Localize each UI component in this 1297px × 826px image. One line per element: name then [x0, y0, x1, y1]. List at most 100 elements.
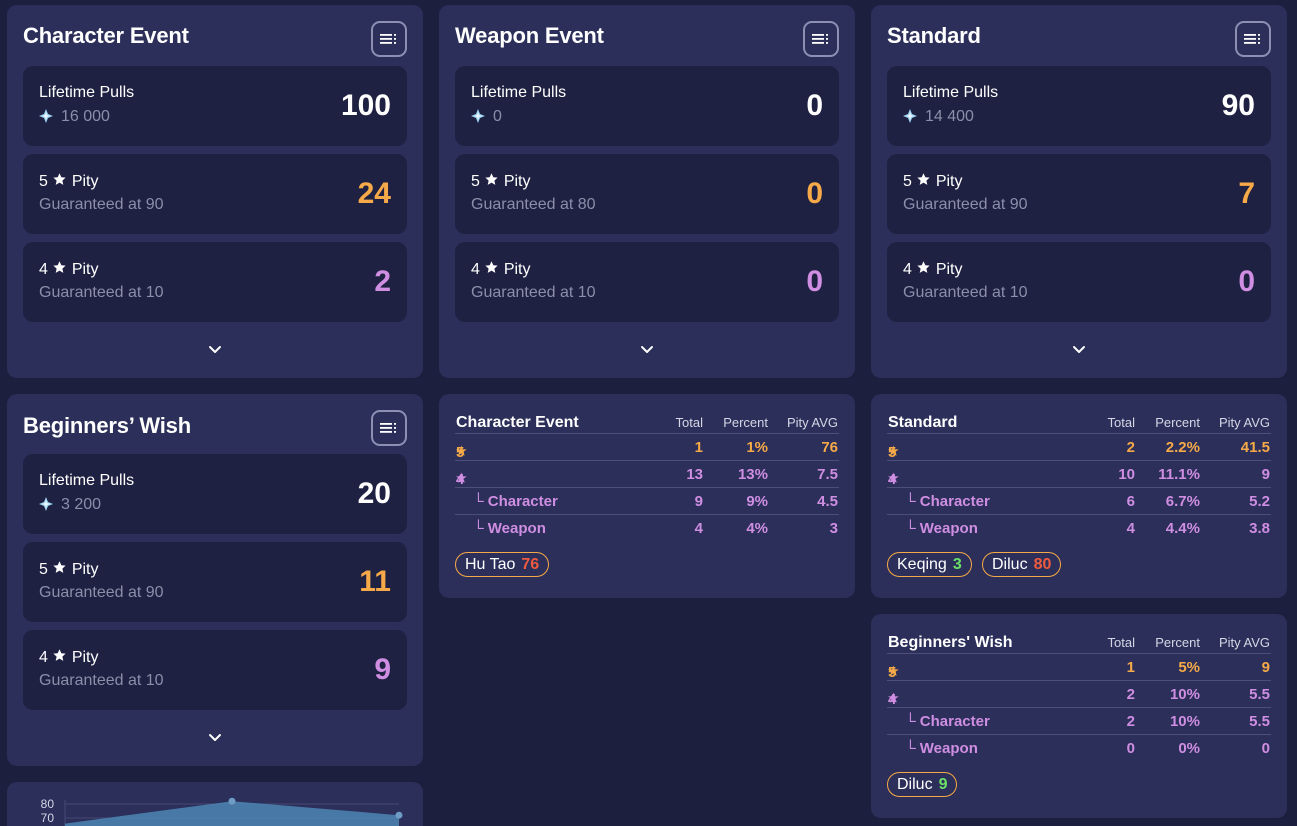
- col-percent: Percent: [1155, 635, 1200, 650]
- five-star-guarantee: Guaranteed at 90: [903, 196, 1028, 213]
- row-pity: 5.5: [1249, 713, 1270, 730]
- stats-title: Beginners' Wish: [888, 634, 1013, 651]
- y-tick-label: 70: [41, 811, 55, 825]
- chevron-down-icon[interactable]: [207, 345, 223, 355]
- row-percent: 1%: [746, 439, 768, 456]
- chevron-down-icon[interactable]: [207, 733, 223, 743]
- lifetime-pulls-value: 20: [357, 477, 391, 510]
- row-label: └ Weapon: [905, 520, 978, 537]
- row-total: 4: [1126, 520, 1135, 537]
- row-label: └ Character: [473, 493, 558, 510]
- chevron-down-icon[interactable]: [1071, 345, 1087, 355]
- five-star-pity-label: 5 Pity: [39, 561, 99, 578]
- stats-title: Standard: [888, 414, 958, 431]
- five-star-pity-label: 5 Pity: [471, 173, 531, 190]
- banner-menu-button[interactable]: [371, 21, 407, 57]
- row-pity: 9: [1261, 659, 1270, 676]
- list-icon: [812, 34, 828, 44]
- five-star-pity-value: 11: [359, 565, 391, 598]
- row-label: └ Weapon: [905, 740, 978, 757]
- row-percent: 9%: [746, 493, 768, 510]
- stats-table: Standard Total Percent Pity AVG 5 ★ 2 2.…: [887, 410, 1271, 542]
- row-total: 2: [1126, 439, 1135, 456]
- primogem-icon: [471, 109, 485, 123]
- row-total: 1: [694, 439, 703, 456]
- row-pity: 3: [829, 520, 838, 537]
- row-pity: 5.2: [1249, 493, 1270, 510]
- table-row: └ Weapon 4 4.4% 3.8: [887, 515, 1271, 542]
- banner-title: Standard: [887, 23, 981, 48]
- chevron-down-icon[interactable]: [639, 345, 655, 355]
- five-star-pull-pill[interactable]: Keqing 3: [887, 552, 972, 577]
- five-star-pull-pill[interactable]: Hu Tao 76: [455, 552, 550, 577]
- stats-header: Standard Total Percent Pity AVG: [887, 410, 1271, 434]
- five-star-pull-pill[interactable]: Diluc 9: [887, 772, 958, 797]
- row-percent: 4.4%: [1165, 520, 1200, 537]
- table-row: 4 ★ 10 11.1% 9: [887, 461, 1271, 488]
- col-total: Total: [1107, 635, 1135, 650]
- five-star-guarantee: Guaranteed at 90: [39, 196, 164, 213]
- table-row: └ Character 9 9% 4.5: [455, 488, 839, 515]
- row-total: 13: [686, 466, 703, 483]
- banner-menu-button[interactable]: [803, 21, 839, 57]
- lifetime-pulls-row: Lifetime Pulls 3 200 20: [23, 454, 407, 534]
- table-row: └ Weapon 4 4% 3: [455, 515, 839, 542]
- pity-chart-card: 80 70: [7, 782, 423, 826]
- data-point[interactable]: [395, 811, 403, 819]
- five-star-pity-value: 7: [1238, 177, 1255, 210]
- lifetime-pulls-value: 100: [340, 89, 391, 122]
- banner-card-beginners-wish: Beginners’ Wish Lifetime Pulls 3 200 20 …: [7, 394, 423, 766]
- stats-card-character-event: Character Event Total Percent Pity AVG 5…: [439, 394, 855, 598]
- primogem-icon: [39, 497, 53, 511]
- four-star-pity-label: 4 Pity: [903, 261, 963, 278]
- star-icon: [53, 261, 66, 273]
- banner-menu-button[interactable]: [371, 410, 407, 446]
- four-star-pity-value: 0: [1238, 265, 1255, 298]
- lifetime-pulls-row: Lifetime Pulls 14 400 90: [887, 66, 1271, 146]
- five-star-pity-label: 5 Pity: [39, 173, 99, 190]
- five-star-pity-value: 24: [357, 177, 391, 210]
- row-pity: 76: [821, 439, 838, 456]
- row-pity: 3.8: [1249, 520, 1270, 537]
- col-pity-avg: Pity AVG: [1218, 415, 1270, 430]
- stats-header: Beginners' Wish Total Percent Pity AVG: [887, 630, 1271, 654]
- row-percent: 5%: [1178, 659, 1200, 676]
- four-star-guarantee: Guaranteed at 10: [903, 284, 1028, 301]
- star-icon: [485, 261, 498, 273]
- row-pity: 0: [1261, 740, 1270, 757]
- star-icon: [53, 173, 66, 185]
- col-total: Total: [1107, 415, 1135, 430]
- lifetime-pulls-label: Lifetime Pulls: [903, 84, 999, 101]
- table-row: └ Character 2 10% 5.5: [887, 708, 1271, 735]
- banner-title: Beginners’ Wish: [23, 413, 191, 438]
- row-total: 10: [1118, 466, 1135, 483]
- row-percent: 4%: [746, 520, 768, 537]
- five-star-pull-pill[interactable]: Diluc 80: [982, 552, 1062, 577]
- row-label: └ Character: [905, 713, 990, 730]
- five-star-pity-row: 5 Pity Guaranteed at 90 11: [23, 542, 407, 622]
- four-star-pity-value: 2: [374, 265, 391, 298]
- row-total: 2: [1126, 686, 1135, 703]
- five-star-guarantee: Guaranteed at 80: [471, 196, 596, 213]
- primogem-count: 0: [471, 108, 502, 126]
- banner-card-weapon-event: Weapon Event Lifetime Pulls 0 0 5 Pity G…: [439, 5, 855, 378]
- five-star-pity-value: 0: [806, 177, 823, 210]
- table-row: 5 ★ 1 1% 76: [455, 434, 839, 461]
- primogem-value: 3 200: [61, 496, 102, 513]
- star-icon: [53, 649, 66, 661]
- five-star-pity-label: 5 Pity: [903, 173, 963, 190]
- four-star-guarantee: Guaranteed at 10: [471, 284, 596, 301]
- row-total: 0: [1126, 740, 1135, 757]
- star-icon: [917, 261, 930, 273]
- row-pity: 9: [1261, 466, 1270, 483]
- stats-table: Beginners' Wish Total Percent Pity AVG 5…: [887, 630, 1271, 762]
- col-total: Total: [675, 415, 703, 430]
- row-total: 6: [1126, 493, 1135, 510]
- lifetime-pulls-label: Lifetime Pulls: [39, 472, 135, 489]
- data-point[interactable]: [228, 797, 236, 805]
- banner-menu-button[interactable]: [1235, 21, 1271, 57]
- four-star-pity-row: 4 Pity Guaranteed at 10 0: [455, 242, 839, 322]
- list-icon: [1244, 34, 1260, 44]
- primogem-icon: [39, 109, 53, 123]
- lifetime-pulls-label: Lifetime Pulls: [471, 84, 567, 101]
